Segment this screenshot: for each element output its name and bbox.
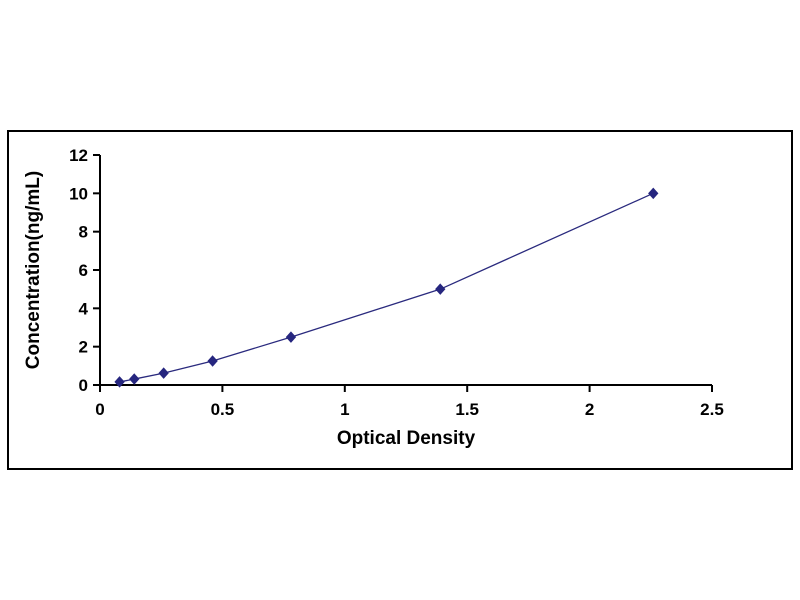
y-tick-label: 4: [79, 299, 89, 318]
x-tick-label: 0: [95, 400, 104, 419]
y-tick-label: 8: [79, 223, 88, 242]
data-point-marker: [207, 355, 218, 367]
x-tick-label: 1: [340, 400, 349, 419]
y-tick-label: 2: [79, 338, 88, 357]
y-axis-title: Concentration(ng/mL): [23, 171, 44, 369]
x-tick-label: 2.5: [700, 400, 724, 419]
x-tick-label: 0.5: [211, 400, 235, 419]
chart-frame: Optical Density Concentration(ng/mL) 0 0.…: [7, 130, 793, 470]
data-point-marker: [114, 376, 125, 388]
y-tick-label: 6: [79, 261, 88, 280]
data-point-marker: [129, 373, 140, 385]
y-tick-label: 0: [79, 376, 88, 395]
data-point-marker: [285, 331, 297, 343]
data-point-marker: [648, 187, 659, 200]
series-line: [119, 192, 654, 383]
standard-curve-chart: Optical Density Concentration(ng/mL) 0 0.…: [23, 146, 724, 449]
x-tick-label: 2: [585, 400, 594, 419]
y-tick-label: 12: [69, 146, 88, 165]
y-tick-label: 10: [69, 184, 88, 203]
x-tick-label: 1.5: [455, 400, 479, 419]
data-point-marker: [435, 283, 446, 295]
data-point-marker: [158, 367, 169, 379]
x-axis-title: Optical Density: [337, 428, 476, 449]
